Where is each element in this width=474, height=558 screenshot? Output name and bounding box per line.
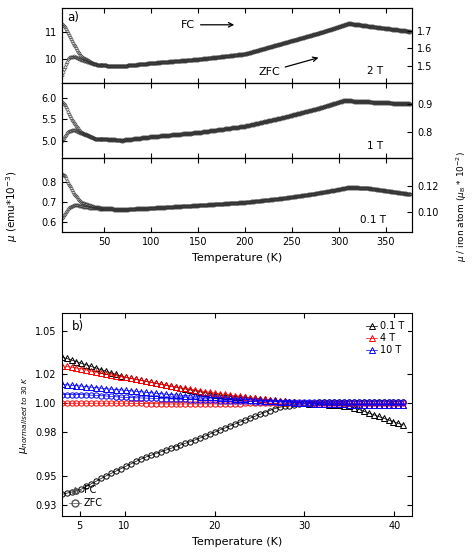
4 T <box>103 371 109 378</box>
10 T <box>346 401 352 408</box>
4 T <box>59 362 64 369</box>
0.1 T <box>351 405 357 411</box>
Y-axis label: $\mu_{normalised\ to\ 30\ K}$: $\mu_{normalised\ to\ 30\ K}$ <box>18 376 30 454</box>
4 T <box>247 395 253 401</box>
0.1 T <box>346 403 352 410</box>
0.1 T <box>138 377 144 384</box>
Text: 0.1 T: 0.1 T <box>360 215 386 225</box>
Text: $\mu$ / iron atom ($\mu_{\rm B}$ * 10$^{-2}$): $\mu$ / iron atom ($\mu_{\rm B}$ * 10$^{… <box>455 151 469 262</box>
Text: ZFC: ZFC <box>258 57 317 76</box>
Text: 1 T: 1 T <box>367 141 383 151</box>
Text: FC: FC <box>181 20 233 30</box>
4 T <box>346 401 352 408</box>
X-axis label: Temperature (K): Temperature (K) <box>192 537 282 547</box>
Legend: FC, ZFC: FC, ZFC <box>66 483 106 511</box>
10 T <box>138 388 144 395</box>
4 T <box>138 377 144 384</box>
0.1 T <box>59 354 64 360</box>
10 T <box>351 401 357 408</box>
Text: a): a) <box>67 11 79 25</box>
Text: b): b) <box>72 320 84 333</box>
10 T <box>59 381 64 388</box>
0.1 T <box>163 382 168 388</box>
4 T <box>356 401 362 408</box>
Line: 0.1 T: 0.1 T <box>59 354 406 427</box>
Line: 4 T: 4 T <box>59 363 406 407</box>
0.1 T <box>247 395 253 401</box>
Text: 2 T: 2 T <box>367 66 383 76</box>
0.1 T <box>401 422 406 429</box>
10 T <box>356 401 362 408</box>
10 T <box>247 396 253 403</box>
4 T <box>401 401 406 408</box>
4 T <box>163 382 168 388</box>
X-axis label: Temperature (K): Temperature (K) <box>192 253 282 263</box>
10 T <box>103 386 109 392</box>
Text: $\mu$ (emu*10$^{-3}$): $\mu$ (emu*10$^{-3}$) <box>4 171 20 242</box>
4 T <box>351 401 357 408</box>
0.1 T <box>148 379 154 386</box>
10 T <box>163 391 168 397</box>
10 T <box>401 401 406 408</box>
Line: 10 T: 10 T <box>59 382 406 407</box>
